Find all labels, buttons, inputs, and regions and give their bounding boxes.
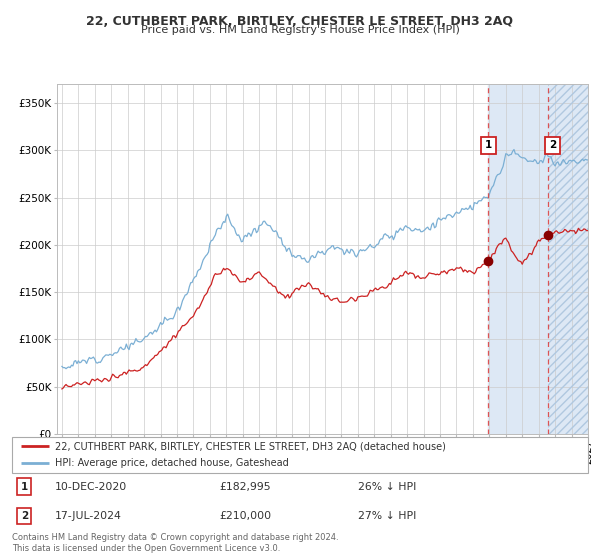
Bar xyxy=(548,84,588,434)
Text: 27% ↓ HPI: 27% ↓ HPI xyxy=(358,511,416,521)
Text: £182,995: £182,995 xyxy=(220,482,271,492)
Text: 1: 1 xyxy=(485,141,492,151)
FancyBboxPatch shape xyxy=(12,437,588,473)
Text: £210,000: £210,000 xyxy=(220,511,271,521)
Text: 10-DEC-2020: 10-DEC-2020 xyxy=(55,482,127,492)
Text: Contains HM Land Registry data © Crown copyright and database right 2024.
This d: Contains HM Land Registry data © Crown c… xyxy=(12,533,338,553)
Text: Price paid vs. HM Land Registry's House Price Index (HPI): Price paid vs. HM Land Registry's House … xyxy=(140,25,460,35)
Text: HPI: Average price, detached house, Gateshead: HPI: Average price, detached house, Gate… xyxy=(55,459,289,468)
Text: 26% ↓ HPI: 26% ↓ HPI xyxy=(358,482,416,492)
Text: 2: 2 xyxy=(20,511,28,521)
Text: 1: 1 xyxy=(20,482,28,492)
Text: 22, CUTHBERT PARK, BIRTLEY, CHESTER LE STREET, DH3 2AQ: 22, CUTHBERT PARK, BIRTLEY, CHESTER LE S… xyxy=(86,15,514,27)
Text: 17-JUL-2024: 17-JUL-2024 xyxy=(55,511,122,521)
Bar xyxy=(488,84,588,434)
Text: 2: 2 xyxy=(549,141,556,151)
Text: 22, CUTHBERT PARK, BIRTLEY, CHESTER LE STREET, DH3 2AQ (detached house): 22, CUTHBERT PARK, BIRTLEY, CHESTER LE S… xyxy=(55,441,446,451)
